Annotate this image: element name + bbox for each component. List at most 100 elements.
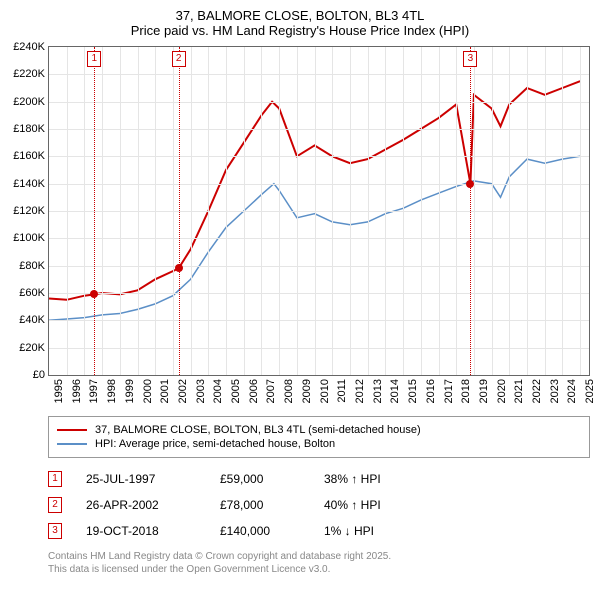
y-axis-label: £140K xyxy=(13,178,45,190)
gridline-v xyxy=(84,47,85,375)
x-axis-label: 2016 xyxy=(425,379,437,403)
annotation-date: 25-JUL-1997 xyxy=(86,472,196,486)
annotation-price: £78,000 xyxy=(220,498,300,512)
x-axis-label: 2000 xyxy=(142,379,154,403)
marker-vline xyxy=(179,47,180,375)
gridline-h xyxy=(49,129,589,130)
x-axis-label: 2025 xyxy=(584,379,596,403)
chart-container: 37, BALMORE CLOSE, BOLTON, BL3 4TL Price… xyxy=(0,0,600,590)
y-axis-label: £240K xyxy=(13,41,45,53)
legend-label: 37, BALMORE CLOSE, BOLTON, BL3 4TL (semi… xyxy=(95,424,421,436)
legend-row: HPI: Average price, semi-detached house,… xyxy=(57,437,581,451)
footer-line2: This data is licensed under the Open Gov… xyxy=(48,563,590,576)
gridline-v xyxy=(297,47,298,375)
gridline-v xyxy=(527,47,528,375)
annotation-date: 26-APR-2002 xyxy=(86,498,196,512)
y-axis-label: £0 xyxy=(33,369,45,381)
marker-box: 2 xyxy=(172,51,186,67)
gridline-v xyxy=(244,47,245,375)
x-axis-label: 2024 xyxy=(566,379,578,403)
footer: Contains HM Land Registry data © Crown c… xyxy=(48,550,590,576)
x-axis-label: 2003 xyxy=(195,379,207,403)
x-axis-label: 2002 xyxy=(177,379,189,403)
gridline-v xyxy=(350,47,351,375)
gridline-h xyxy=(49,238,589,239)
title-block: 37, BALMORE CLOSE, BOLTON, BL3 4TL Price… xyxy=(0,0,600,42)
annotation-row: 3 19-OCT-2018 £140,000 1% ↓ HPI xyxy=(48,518,590,544)
y-axis-label: £180K xyxy=(13,123,45,135)
x-axis-label: 2013 xyxy=(372,379,384,403)
gridline-h xyxy=(49,156,589,157)
legend-swatch xyxy=(57,443,87,445)
gridline-v xyxy=(492,47,493,375)
x-axis-label: 2014 xyxy=(389,379,401,403)
gridline-v xyxy=(315,47,316,375)
x-axis-label: 1996 xyxy=(71,379,83,403)
title-line2: Price paid vs. HM Land Registry's House … xyxy=(10,23,590,38)
x-axis-label: 2007 xyxy=(265,379,277,403)
gridline-v xyxy=(439,47,440,375)
annotation-row: 2 26-APR-2002 £78,000 40% ↑ HPI xyxy=(48,492,590,518)
x-axis-label: 2006 xyxy=(248,379,260,403)
gridline-h xyxy=(49,74,589,75)
legend-row: 37, BALMORE CLOSE, BOLTON, BL3 4TL (semi… xyxy=(57,423,581,437)
x-axis-label: 2017 xyxy=(443,379,455,403)
gridline-v xyxy=(191,47,192,375)
gridline-v xyxy=(403,47,404,375)
legend-label: HPI: Average price, semi-detached house,… xyxy=(95,438,335,450)
marker-dot xyxy=(175,264,183,272)
y-axis-label: £120K xyxy=(13,205,45,217)
x-axis-label: 1998 xyxy=(106,379,118,403)
gridline-h xyxy=(49,184,589,185)
gridline-v xyxy=(509,47,510,375)
x-axis-label: 2008 xyxy=(283,379,295,403)
x-axis-label: 2012 xyxy=(354,379,366,403)
y-axis-label: £40K xyxy=(19,314,45,326)
gridline-h xyxy=(49,266,589,267)
marker-box: 3 xyxy=(463,51,477,67)
gridline-h xyxy=(49,320,589,321)
annotation-date: 19-OCT-2018 xyxy=(86,524,196,538)
legend: 37, BALMORE CLOSE, BOLTON, BL3 4TL (semi… xyxy=(48,416,590,458)
y-axis-label: £220K xyxy=(13,68,45,80)
gridline-v xyxy=(456,47,457,375)
marker-vline xyxy=(470,47,471,375)
annotation-price: £140,000 xyxy=(220,524,300,538)
x-axis-label: 2005 xyxy=(230,379,242,403)
x-axis-label: 2023 xyxy=(549,379,561,403)
annotation-pct: 40% ↑ HPI xyxy=(324,498,414,512)
annotation-marker: 2 xyxy=(48,497,62,513)
gridline-v xyxy=(261,47,262,375)
x-axis-label: 2021 xyxy=(513,379,525,403)
annotation-marker: 1 xyxy=(48,471,62,487)
title-line1: 37, BALMORE CLOSE, BOLTON, BL3 4TL xyxy=(10,8,590,23)
gridline-v xyxy=(173,47,174,375)
annotation-pct: 38% ↑ HPI xyxy=(324,472,414,486)
marker-box: 1 xyxy=(87,51,101,67)
x-axis-label: 2022 xyxy=(531,379,543,403)
y-axis-label: £80K xyxy=(19,260,45,272)
x-axis-label: 2004 xyxy=(212,379,224,403)
gridline-h xyxy=(49,293,589,294)
footer-line1: Contains HM Land Registry data © Crown c… xyxy=(48,550,590,563)
x-axis-label: 2015 xyxy=(407,379,419,403)
annotation-table: 125-JUL-1997£59,00038% ↑ HPI226-APR-2002… xyxy=(48,466,590,544)
x-axis-label: 2011 xyxy=(336,379,348,403)
y-axis-label: £160K xyxy=(13,150,45,162)
gridline-v xyxy=(545,47,546,375)
gridline-v xyxy=(67,47,68,375)
gridline-v xyxy=(332,47,333,375)
gridline-v xyxy=(368,47,369,375)
annotation-pct: 1% ↓ HPI xyxy=(324,524,414,538)
x-axis-label: 1999 xyxy=(124,379,136,403)
x-axis-label: 2018 xyxy=(460,379,472,403)
x-axis-label: 1997 xyxy=(88,379,100,403)
marker-dot xyxy=(466,180,474,188)
x-axis-label: 1995 xyxy=(53,379,65,403)
y-axis-label: £200K xyxy=(13,96,45,108)
gridline-v xyxy=(208,47,209,375)
gridline-v xyxy=(155,47,156,375)
annotation-marker: 3 xyxy=(48,523,62,539)
x-axis-label: 2019 xyxy=(478,379,490,403)
annotation-row: 125-JUL-1997£59,00038% ↑ HPI xyxy=(48,466,590,492)
